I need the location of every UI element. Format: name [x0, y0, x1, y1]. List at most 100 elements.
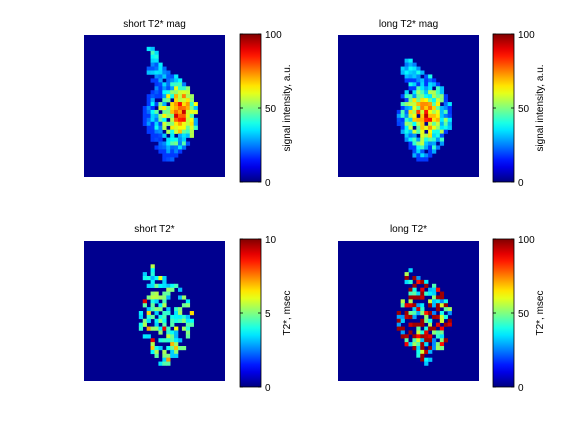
heatmap-cell — [162, 349, 167, 355]
heatmap-cell — [432, 330, 437, 335]
heatmap-cell — [158, 283, 163, 288]
heatmap-cell — [162, 353, 167, 358]
heatmap-cell — [432, 129, 437, 134]
heatmap-cell — [150, 102, 155, 107]
colorbar-tick-label: 50 — [518, 309, 530, 320]
heatmap-cell — [158, 86, 163, 91]
heatmap-cell — [174, 106, 179, 111]
heatmap-cell — [443, 125, 448, 130]
heatmap-cell — [162, 361, 167, 366]
heatmap-cell — [162, 113, 167, 119]
heatmap-cell — [428, 117, 433, 123]
heatmap-cell — [154, 62, 159, 67]
heatmap-cell — [142, 113, 147, 119]
heatmap-cell — [174, 283, 179, 288]
heatmap-cell — [178, 94, 183, 99]
heatmap-cell — [439, 318, 445, 323]
heatmap-cell — [158, 295, 163, 300]
heatmap-cell — [420, 311, 425, 316]
heatmap-cell — [166, 145, 171, 150]
heatmap-cell — [420, 318, 425, 323]
heatmap-cell — [439, 326, 445, 331]
heatmap-cell — [404, 272, 409, 277]
heatmap-cell — [424, 90, 429, 95]
heatmap-cell — [158, 314, 163, 320]
heatmap-cell — [424, 342, 429, 347]
heatmap-cell — [447, 113, 452, 119]
heatmap-cell — [174, 338, 179, 343]
heatmap-cell — [150, 291, 155, 296]
heatmap-cell — [416, 145, 421, 150]
colorbar-tick-label: 50 — [265, 104, 277, 115]
heatmap-cell — [428, 153, 433, 158]
heatmap-cell — [162, 141, 167, 146]
heatmap-cell — [408, 314, 413, 320]
heatmap-cell — [412, 109, 417, 115]
heatmap-cell — [178, 90, 183, 95]
heatmap-cell — [142, 106, 147, 111]
heatmap-cell — [178, 98, 183, 103]
heatmap-cell — [162, 314, 167, 320]
heatmap-cell — [158, 102, 163, 107]
heatmap-cell — [408, 279, 413, 285]
heatmap-cell — [435, 314, 441, 320]
heatmap-cell — [408, 58, 413, 63]
heatmap-cell — [181, 94, 187, 99]
heatmap-cell — [416, 149, 421, 154]
colorbar-tick-label: 100 — [518, 235, 535, 246]
heatmap-cell — [146, 129, 151, 134]
heatmap-cell — [428, 86, 433, 91]
heatmap-cell — [181, 129, 187, 134]
heatmap-cell — [178, 86, 183, 91]
heatmap-cell — [424, 361, 429, 366]
heatmap-cell — [170, 334, 175, 339]
heatmap-cell — [408, 295, 413, 300]
heatmap-cell — [174, 153, 179, 158]
heatmap-cell — [428, 303, 433, 308]
heatmap-cell — [435, 129, 441, 134]
heatmap-cell — [189, 109, 194, 115]
heatmap-cell — [154, 113, 159, 119]
heatmap-cell — [435, 117, 441, 123]
heatmap-cell — [189, 106, 194, 111]
heatmap-cell — [428, 311, 433, 316]
heatmap-cells — [396, 268, 452, 366]
heatmap-cell — [185, 330, 191, 335]
heatmap-cells — [142, 46, 198, 162]
heatmap-cell — [162, 145, 167, 150]
heatmap-cell — [412, 322, 417, 327]
heatmap-cell — [150, 276, 155, 281]
heatmap-cell — [154, 117, 159, 123]
heatmap-cell — [400, 113, 405, 119]
heatmap-cell — [412, 117, 417, 123]
heatmap-cell — [170, 125, 175, 130]
heatmap-cell — [166, 307, 171, 312]
heatmap-cell — [408, 98, 413, 103]
heatmap-cell — [404, 66, 409, 71]
heatmap-cell — [170, 330, 175, 335]
heatmap-cell — [400, 299, 405, 304]
heatmap-cell — [154, 82, 159, 87]
heatmap-cell — [170, 145, 175, 150]
heatmap-cell — [396, 326, 401, 331]
heatmap-cell — [158, 113, 163, 119]
heatmap-cell — [193, 121, 198, 127]
heatmap-cell — [150, 90, 155, 95]
heatmap-cell — [428, 287, 433, 292]
heatmap-cell — [424, 74, 429, 79]
heatmap-cell — [408, 299, 413, 304]
heatmap-cell — [416, 311, 421, 316]
colorbar-tick-label: 100 — [518, 30, 535, 41]
heatmap-cell — [193, 109, 198, 115]
heatmap-cell — [412, 330, 417, 335]
heatmap-cell — [142, 272, 147, 277]
heatmap-cell — [185, 121, 191, 127]
heatmap-cell — [412, 66, 417, 71]
heatmap-cell — [432, 98, 437, 103]
heatmap-cell — [428, 121, 433, 127]
heatmap-cell — [185, 322, 191, 327]
heatmap-cell — [158, 137, 163, 142]
heatmap-cell — [170, 283, 175, 288]
heatmap-cell — [185, 98, 191, 103]
heatmap-cell — [174, 78, 179, 83]
